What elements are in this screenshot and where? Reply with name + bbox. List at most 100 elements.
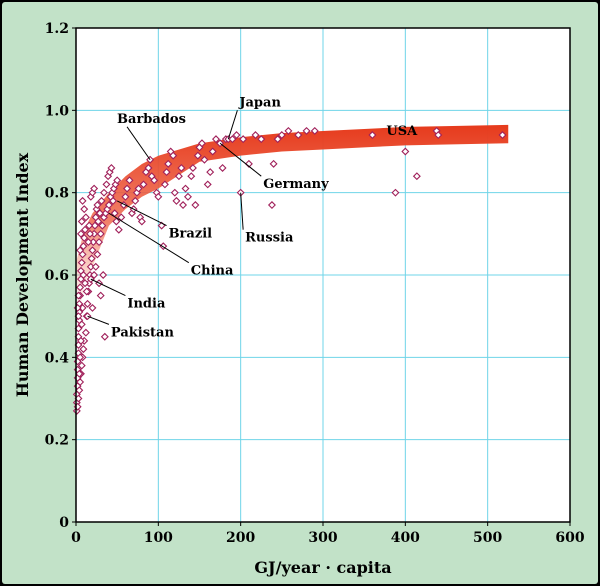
x-axis-title: GJ/year · capita bbox=[254, 558, 391, 577]
annotation-label: Russia bbox=[245, 231, 294, 246]
data-point bbox=[90, 271, 99, 279]
annotation-label: Pakistan bbox=[111, 325, 175, 340]
data-point bbox=[119, 201, 128, 209]
data-point bbox=[76, 229, 85, 238]
data-point bbox=[121, 192, 130, 201]
annotation-label: Brazil bbox=[169, 227, 213, 242]
annotation-leader bbox=[227, 110, 238, 140]
annotation-leader bbox=[126, 126, 151, 161]
data-point bbox=[179, 201, 188, 209]
y-tick-label: 0.6 bbox=[45, 268, 69, 284]
annotation-leader bbox=[87, 315, 110, 325]
y-tick-label: 0.8 bbox=[45, 186, 69, 202]
y-tick-label: 1.0 bbox=[45, 103, 70, 119]
annotation-label: China bbox=[191, 264, 234, 279]
data-point bbox=[434, 131, 443, 140]
data-point bbox=[79, 345, 88, 354]
data-point bbox=[154, 192, 163, 201]
data-point bbox=[181, 184, 190, 193]
data-point bbox=[113, 176, 122, 185]
y-tick-label: 0.4 bbox=[45, 350, 70, 366]
data-point bbox=[200, 155, 209, 164]
data-point bbox=[76, 283, 85, 292]
data-point bbox=[97, 196, 106, 205]
annotation-label: USA bbox=[386, 124, 418, 139]
annotation-label: Barbados bbox=[117, 112, 186, 127]
data-point bbox=[75, 369, 84, 378]
data-point bbox=[90, 221, 99, 230]
data-point bbox=[273, 135, 282, 144]
data-point bbox=[294, 131, 303, 140]
data-point bbox=[412, 172, 421, 181]
data-point bbox=[239, 135, 248, 144]
data-point bbox=[211, 135, 220, 144]
data-point bbox=[144, 163, 153, 172]
data-point bbox=[80, 233, 89, 242]
data-point bbox=[81, 279, 90, 288]
data-point bbox=[206, 168, 215, 177]
data-point bbox=[81, 213, 90, 222]
data-point bbox=[93, 250, 102, 259]
x-tick-label: 400 bbox=[391, 530, 420, 546]
data-point bbox=[107, 163, 116, 172]
data-point bbox=[177, 163, 186, 172]
x-tick-label: 200 bbox=[226, 530, 255, 546]
annotation-leader bbox=[116, 200, 167, 227]
data-point bbox=[277, 131, 286, 140]
data-point bbox=[104, 201, 113, 209]
data-point bbox=[170, 188, 179, 197]
data-point bbox=[96, 229, 105, 238]
data-point bbox=[100, 188, 108, 197]
data-point bbox=[79, 242, 88, 251]
data-point bbox=[95, 238, 104, 247]
annotation-leader bbox=[219, 142, 262, 177]
data-point bbox=[79, 271, 88, 279]
y-axis-title: Human Development Index bbox=[13, 152, 32, 397]
data-point bbox=[83, 299, 92, 308]
data-point bbox=[169, 151, 178, 160]
data-point bbox=[99, 271, 108, 279]
data-point bbox=[191, 201, 200, 209]
data-point bbox=[88, 246, 97, 255]
data-point bbox=[86, 229, 94, 238]
data-point bbox=[98, 221, 107, 230]
x-tick-label: 300 bbox=[308, 530, 337, 546]
x-tick-label: 500 bbox=[473, 530, 502, 546]
data-point bbox=[76, 353, 85, 362]
data-point bbox=[77, 320, 86, 329]
data-point bbox=[100, 332, 109, 341]
x-tick-label: 600 bbox=[555, 530, 584, 546]
data-point bbox=[87, 254, 96, 263]
data-point bbox=[90, 184, 99, 193]
data-point bbox=[84, 238, 93, 247]
data-points bbox=[72, 126, 507, 415]
data-point bbox=[81, 225, 90, 234]
data-point bbox=[208, 147, 217, 156]
data-point bbox=[269, 159, 278, 168]
data-point bbox=[134, 184, 143, 193]
data-point bbox=[76, 336, 85, 345]
annotation-leaders bbox=[87, 110, 262, 325]
data-point bbox=[77, 361, 86, 370]
data-point bbox=[77, 258, 86, 267]
data-point bbox=[96, 291, 105, 300]
annotation-label: Japan bbox=[238, 95, 281, 110]
data-point bbox=[183, 192, 192, 201]
data-point bbox=[82, 287, 91, 296]
data-point bbox=[102, 180, 111, 189]
data-point bbox=[123, 184, 132, 193]
data-point bbox=[80, 205, 89, 214]
data-point bbox=[193, 151, 202, 160]
data-point bbox=[188, 163, 197, 172]
x-tick-label: 0 bbox=[71, 530, 81, 546]
annotation-label: Germany bbox=[263, 177, 329, 192]
annotation-leader bbox=[90, 278, 126, 297]
y-tick-label: 0.2 bbox=[45, 433, 69, 449]
data-point bbox=[76, 246, 85, 255]
data-point bbox=[92, 205, 101, 214]
data-point bbox=[81, 328, 90, 337]
data-point bbox=[150, 176, 159, 185]
data-point bbox=[139, 180, 148, 189]
y-tick-label: 0 bbox=[59, 515, 69, 531]
data-point bbox=[125, 176, 134, 185]
